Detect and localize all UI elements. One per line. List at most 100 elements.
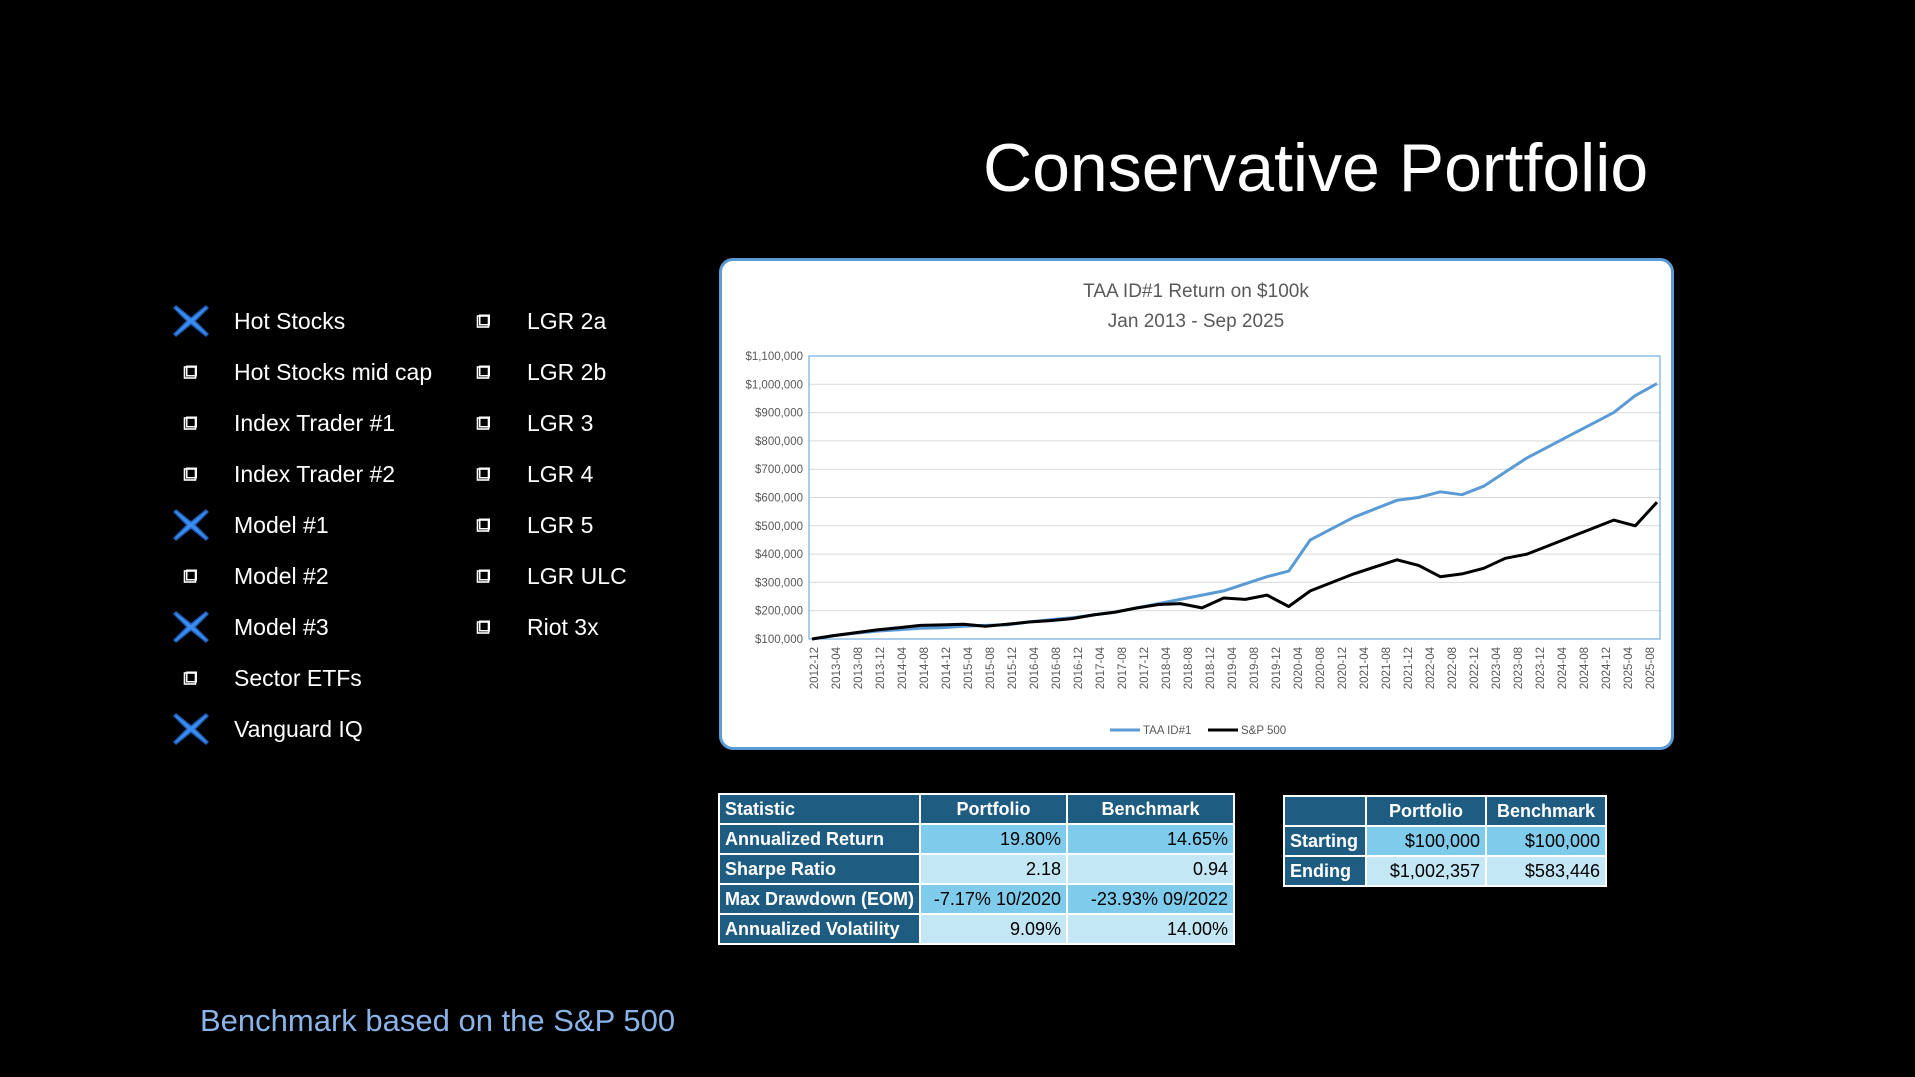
- x-tick-label: 2013-12: [875, 647, 887, 689]
- x-tick-label: 2014-12: [941, 647, 953, 689]
- page-title: Conservative Portfolio: [983, 130, 1649, 206]
- x-tick-label: 2012-12: [809, 647, 821, 689]
- strategy-label: LGR 2b: [527, 359, 607, 385]
- row-label: Annualized Volatility: [717, 913, 922, 945]
- x-tick-label: 2021-12: [1403, 647, 1415, 689]
- checkbox-icon: [476, 364, 492, 380]
- row-label: Ending: [1283, 855, 1367, 887]
- x-tick-label: 2017-12: [1139, 647, 1151, 689]
- benchmark-value: -23.93% 09/2022: [1066, 883, 1236, 915]
- strategy-label: LGR 4: [527, 461, 594, 487]
- x-tick-label: 2014-08: [919, 647, 931, 689]
- x-tick-label: 2021-04: [1359, 646, 1371, 689]
- strategy-label: LGR 5: [527, 512, 594, 538]
- strategy-label: Vanguard IQ: [234, 716, 363, 742]
- series-line-benchmark: [811, 501, 1659, 641]
- y-tick-label: $700,000: [755, 464, 803, 476]
- strategy-label: Model #1: [234, 512, 329, 538]
- x-tick-label: 2017-08: [1117, 647, 1129, 689]
- y-tick-label: $800,000: [755, 436, 803, 448]
- checkbox-icon: [183, 670, 199, 686]
- y-tick-label: $400,000: [755, 549, 803, 561]
- table-header-empty: [1283, 795, 1367, 827]
- table-row: Annualized Volatility 9.09% 14.00%: [717, 913, 1236, 945]
- x-tick-label: 2021-08: [1381, 647, 1393, 689]
- statistics-table: Statistic Portfolio Benchmark Annualized…: [717, 793, 1236, 945]
- x-tick-label: 2025-08: [1645, 647, 1657, 689]
- chart-frame: TAA ID#1 Return on $100k Jan 2013 - Sep 2…: [719, 258, 1674, 750]
- x-tick-label: 2013-08: [853, 647, 865, 689]
- benchmark-value: 14.65%: [1066, 823, 1236, 855]
- portfolio-value: $100,000: [1365, 825, 1487, 857]
- series-line-portfolio: [811, 382, 1658, 641]
- legend-label: TAA ID#1: [1143, 725, 1191, 737]
- x-tick-label: 2014-04: [897, 646, 909, 689]
- table-header-benchmark: Benchmark: [1485, 795, 1607, 827]
- strategy-label: Index Trader #1: [234, 410, 396, 436]
- portfolio-value: 2.18: [919, 853, 1069, 885]
- row-label: Starting: [1283, 825, 1367, 857]
- table-row: Max Drawdown (EOM) -7.17% 10/2020 -23.93% …: [717, 883, 1236, 915]
- table-header-benchmark: Benchmark: [1066, 793, 1236, 825]
- strategy-label: Sector ETFs: [234, 665, 362, 691]
- x-tick-label: 2024-04: [1557, 646, 1569, 689]
- strategy-label: Model #2: [234, 563, 329, 589]
- x-icon: [170, 708, 212, 750]
- strategy-label: Index Trader #2: [234, 461, 396, 487]
- x-tick-label: 2023-12: [1535, 647, 1547, 689]
- return-chart: TAA ID#1 Return on $100k Jan 2013 - Sep 2…: [745, 281, 1661, 737]
- strategy-label: Hot Stocks: [234, 308, 346, 334]
- x-tick-label: 2016-04: [1029, 646, 1041, 689]
- y-tick-label: $200,000: [755, 606, 803, 618]
- strategy-label: LGR ULC: [527, 563, 627, 589]
- table-row: Annualized Return 19.80% 14.65%: [717, 823, 1236, 855]
- portfolio-value: $1,002,357: [1365, 855, 1487, 887]
- checkbox-icon: [183, 415, 199, 431]
- checkbox-icon: [183, 466, 199, 482]
- x-tick-label: 2024-12: [1601, 647, 1613, 689]
- x-tick-label: 2019-12: [1271, 647, 1283, 689]
- x-tick-label: 2015-04: [963, 646, 975, 689]
- x-icon: [170, 300, 212, 342]
- x-tick-label: 2016-08: [1051, 647, 1063, 689]
- strategy-label: LGR 2a: [527, 308, 607, 334]
- portfolio-value: -7.17% 10/2020: [919, 883, 1069, 915]
- plot-area: [808, 355, 1661, 640]
- x-tick-label: 2022-04: [1425, 646, 1437, 689]
- value-table: Portfolio Benchmark Starting $100,000 $100…: [1283, 795, 1607, 887]
- checkbox-icon: [476, 517, 492, 533]
- x-tick-label: 2022-08: [1447, 647, 1459, 689]
- x-tick-label: 2020-04: [1293, 646, 1305, 689]
- table-row: Starting $100,000 $100,000: [1283, 825, 1607, 857]
- x-tick-label: 2024-08: [1579, 647, 1591, 689]
- checkbox-icon: [476, 568, 492, 584]
- table-row: Sharpe Ratio 2.18 0.94: [717, 853, 1236, 885]
- checkbox-icon: [476, 415, 492, 431]
- chart-subtitle: Jan 2013 - Sep 2025: [1108, 311, 1284, 332]
- row-label: Annualized Return: [717, 823, 922, 855]
- strategy-label: LGR 3: [527, 410, 594, 436]
- y-tick-label: $100,000: [755, 634, 803, 646]
- x-tick-label: 2013-04: [831, 646, 843, 689]
- benchmark-value: $100,000: [1485, 825, 1607, 857]
- portfolio-value: 9.09%: [919, 913, 1069, 945]
- x-tick-label: 2019-08: [1249, 647, 1261, 689]
- x-tick-label: 2025-04: [1623, 646, 1635, 689]
- strategy-label: Hot Stocks mid cap: [234, 359, 433, 385]
- table-header-portfolio: Portfolio: [1365, 795, 1487, 827]
- x-tick-label: 2017-04: [1095, 646, 1107, 689]
- checkbox-icon: [476, 466, 492, 482]
- strategy-label: Model #3: [234, 614, 329, 640]
- checkbox-icon: [476, 619, 492, 635]
- checkbox-icon: [183, 364, 199, 380]
- benchmark-value: 0.94: [1066, 853, 1236, 885]
- x-tick-label: 2020-12: [1337, 647, 1349, 689]
- legend-label: S&P 500: [1241, 725, 1286, 737]
- row-label: Max Drawdown (EOM): [717, 883, 922, 915]
- x-tick-label: 2018-12: [1205, 647, 1217, 689]
- x-tick-label: 2023-08: [1513, 647, 1525, 689]
- x-tick-label: 2019-04: [1227, 646, 1239, 689]
- portfolio-value: 19.80%: [919, 823, 1069, 855]
- chart-title: TAA ID#1 Return on $100k: [1083, 281, 1309, 302]
- benchmark-footnote: Benchmark based on the S&P 500: [200, 1003, 676, 1038]
